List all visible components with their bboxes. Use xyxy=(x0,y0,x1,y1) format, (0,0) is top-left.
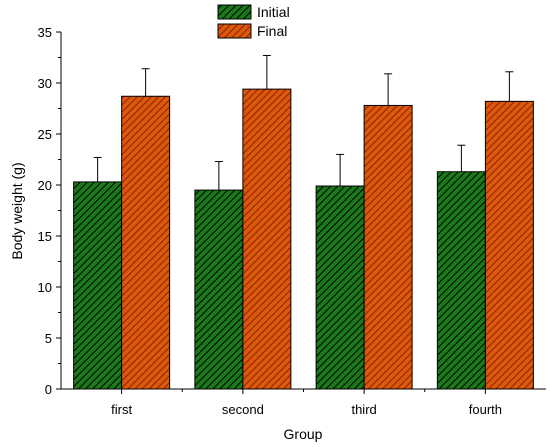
y-tick-label: 20 xyxy=(38,178,52,193)
legend-swatch-initial xyxy=(217,4,252,20)
x-tick-label: first xyxy=(111,402,132,417)
x-tick-label: third xyxy=(351,402,376,417)
legend-label-final: Final xyxy=(257,23,287,39)
y-tick-label: 15 xyxy=(38,229,52,244)
bar-final-fourth xyxy=(484,100,534,390)
legend-label-initial: Initial xyxy=(257,4,290,20)
bar-initial-fourth xyxy=(436,171,486,390)
bar-initial-third xyxy=(315,185,365,390)
bar-initial-second xyxy=(194,189,244,390)
x-tick-label: fourth xyxy=(469,402,502,417)
bar-final-third xyxy=(363,104,413,390)
bar-final-first xyxy=(121,95,171,390)
legend-swatch-final xyxy=(217,23,252,39)
y-tick-label: 30 xyxy=(38,76,52,91)
bars-group xyxy=(73,88,534,390)
y-tick-label: 0 xyxy=(45,382,52,397)
x-tick-label: second xyxy=(222,402,264,417)
x-axis-title: Group xyxy=(284,426,323,442)
axes-group: 0 5 10 15 20 25 30 35 first second third fourth xyxy=(38,25,546,417)
y-tick-label: 5 xyxy=(45,331,52,346)
y-tick-label: 25 xyxy=(38,127,52,142)
y-tick-label: 10 xyxy=(38,280,52,295)
legend: Initial Final xyxy=(217,4,290,39)
bar-final-second xyxy=(242,88,292,390)
bar-initial-first xyxy=(73,181,123,390)
error-bars-group xyxy=(93,54,514,191)
y-tick-label: 35 xyxy=(38,25,52,40)
y-axis-title: Body weight (g) xyxy=(9,162,25,259)
